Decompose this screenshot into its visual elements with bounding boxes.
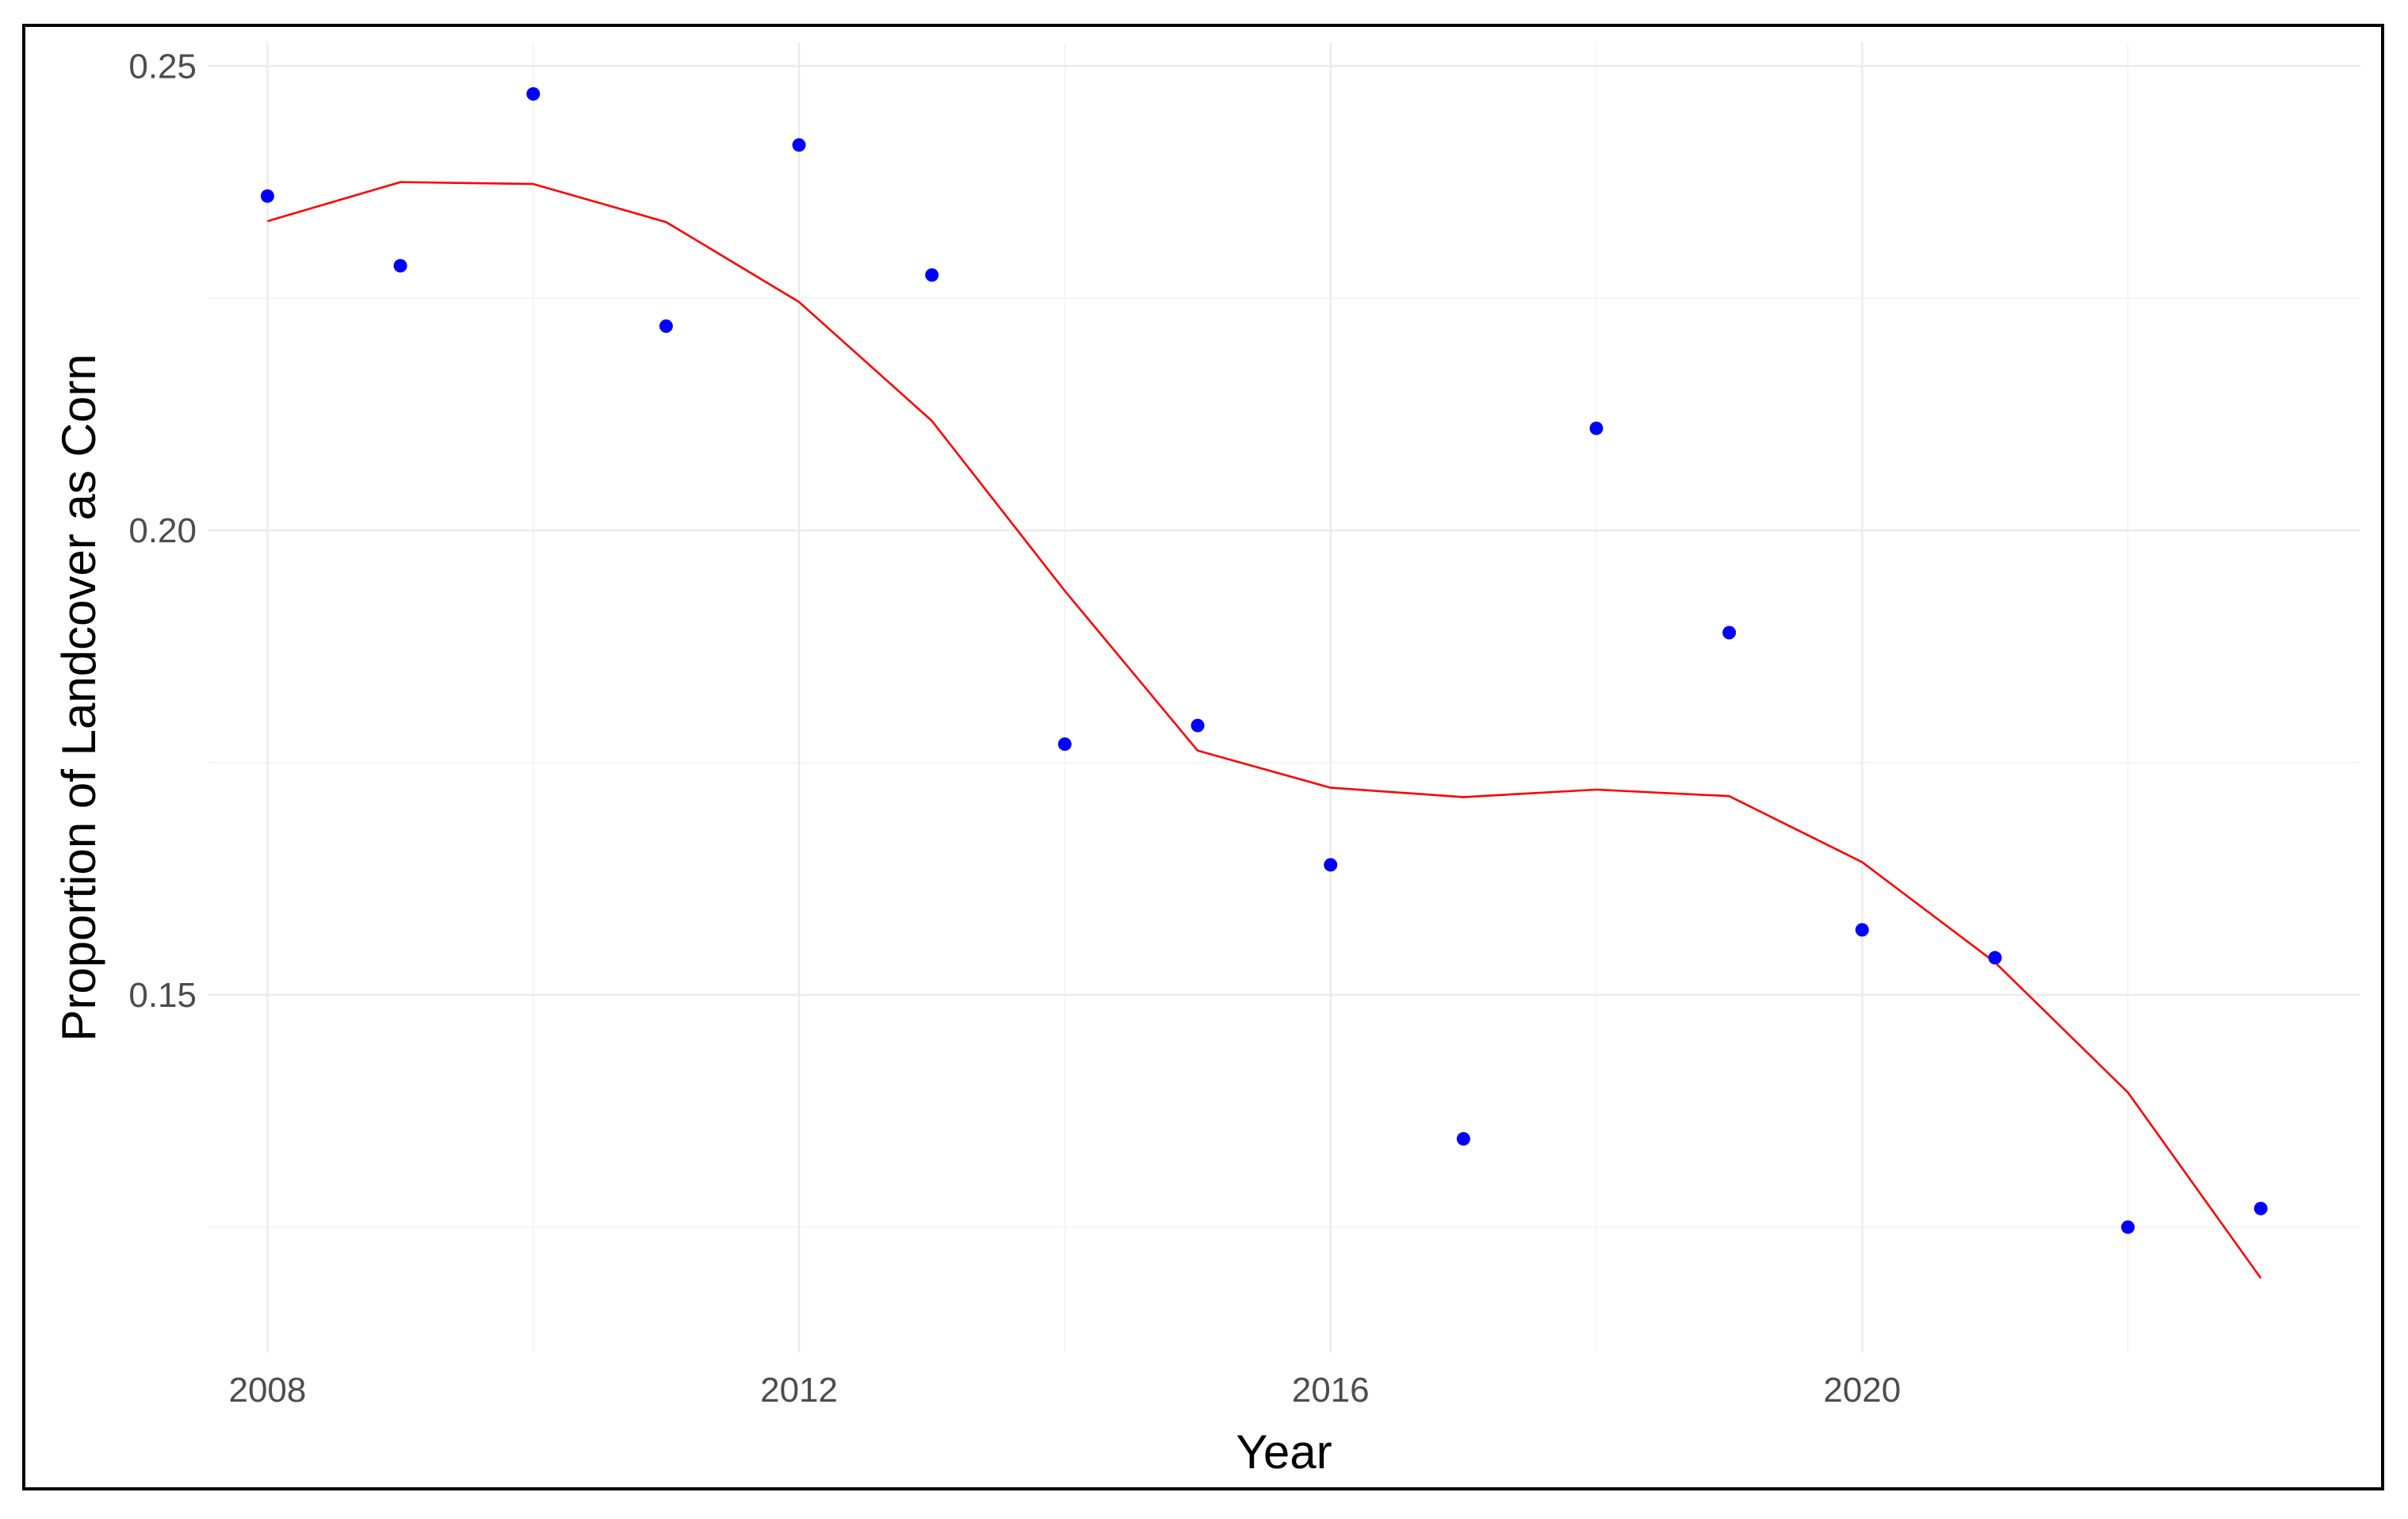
- grid-lines: [208, 43, 2360, 1353]
- x-tick-label: 2008: [228, 1371, 306, 1410]
- data-point: [2253, 1201, 2268, 1215]
- x-axis-ticks: 2008 2012 2016 2020: [228, 1371, 1901, 1410]
- x-axis-title: Year: [1236, 1425, 1332, 1479]
- scatter-chart: 2008 2012 2016 2020 0.15 0.20 0.25 Year Propo…: [52, 43, 2360, 1479]
- y-tick-label: 0.15: [128, 976, 197, 1015]
- data-point: [1456, 1132, 1470, 1146]
- x-tick-label: 2020: [1823, 1371, 1901, 1410]
- data-point: [1324, 858, 1338, 872]
- data-point: [1855, 923, 1869, 937]
- chart-frame: 2008 2012 2016 2020 0.15 0.20 0.25 Year Propo…: [22, 24, 2384, 1490]
- data-point: [1057, 737, 1072, 752]
- data-point: [393, 258, 407, 273]
- x-tick-label: 2012: [760, 1371, 838, 1410]
- y-tick-label: 0.20: [128, 511, 197, 550]
- smooth-line-layer: [267, 181, 2262, 1280]
- data-points-layer: [260, 86, 2268, 1234]
- data-point: [1589, 421, 1603, 435]
- y-axis-ticks: 0.15 0.20 0.25: [128, 47, 197, 1015]
- y-axis-title: Proportion of Landcover as Corn: [52, 354, 105, 1041]
- data-point: [659, 319, 673, 333]
- data-point: [1722, 626, 1737, 640]
- x-tick-label: 2016: [1292, 1371, 1370, 1410]
- data-point: [2121, 1220, 2135, 1234]
- data-point: [1191, 718, 1205, 733]
- data-point: [526, 86, 541, 101]
- data-point: [792, 138, 806, 152]
- loess-smooth-line: [267, 181, 2262, 1280]
- data-point: [1988, 951, 2002, 965]
- y-tick-label: 0.25: [128, 47, 197, 86]
- data-point: [925, 268, 939, 282]
- data-point: [260, 189, 274, 203]
